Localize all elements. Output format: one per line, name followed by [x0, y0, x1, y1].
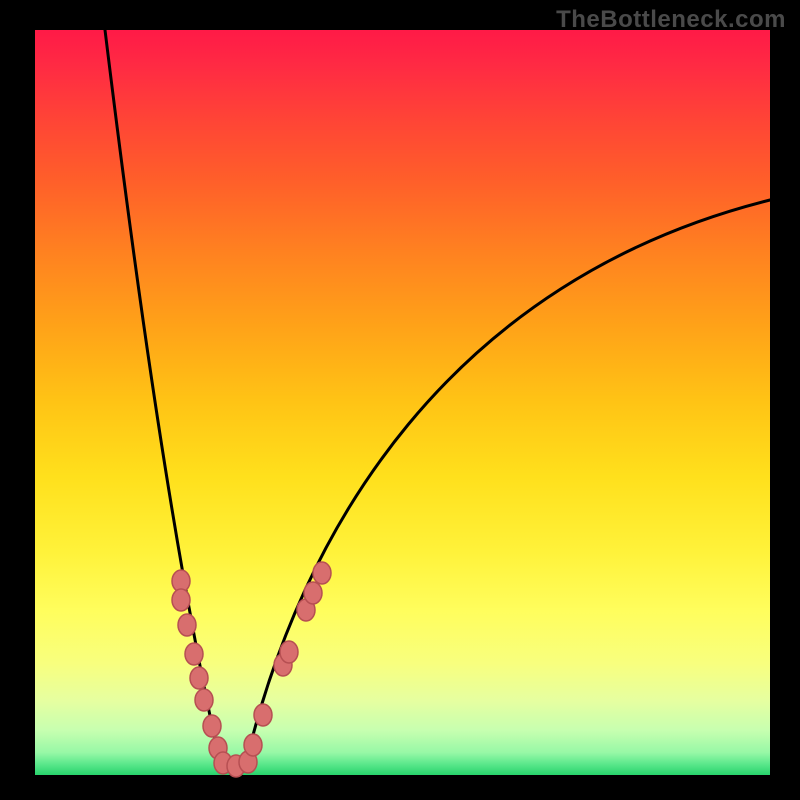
scatter-point	[280, 641, 298, 663]
scatter-point	[172, 589, 190, 611]
watermark-text: TheBottleneck.com	[556, 6, 786, 34]
scatter-point	[313, 562, 331, 584]
scatter-point	[304, 582, 322, 604]
bottleneck-curve-path	[105, 30, 770, 767]
scatter-point	[254, 704, 272, 726]
scatter-point	[178, 614, 196, 636]
scatter-point	[195, 689, 213, 711]
scatter-points	[172, 562, 331, 777]
scatter-point	[190, 667, 208, 689]
scatter-point	[185, 643, 203, 665]
bottleneck-curve	[105, 30, 770, 767]
scatter-point	[203, 715, 221, 737]
chart-svg	[0, 0, 800, 800]
chart-container: TheBottleneck.com	[0, 0, 800, 800]
scatter-point	[244, 734, 262, 756]
